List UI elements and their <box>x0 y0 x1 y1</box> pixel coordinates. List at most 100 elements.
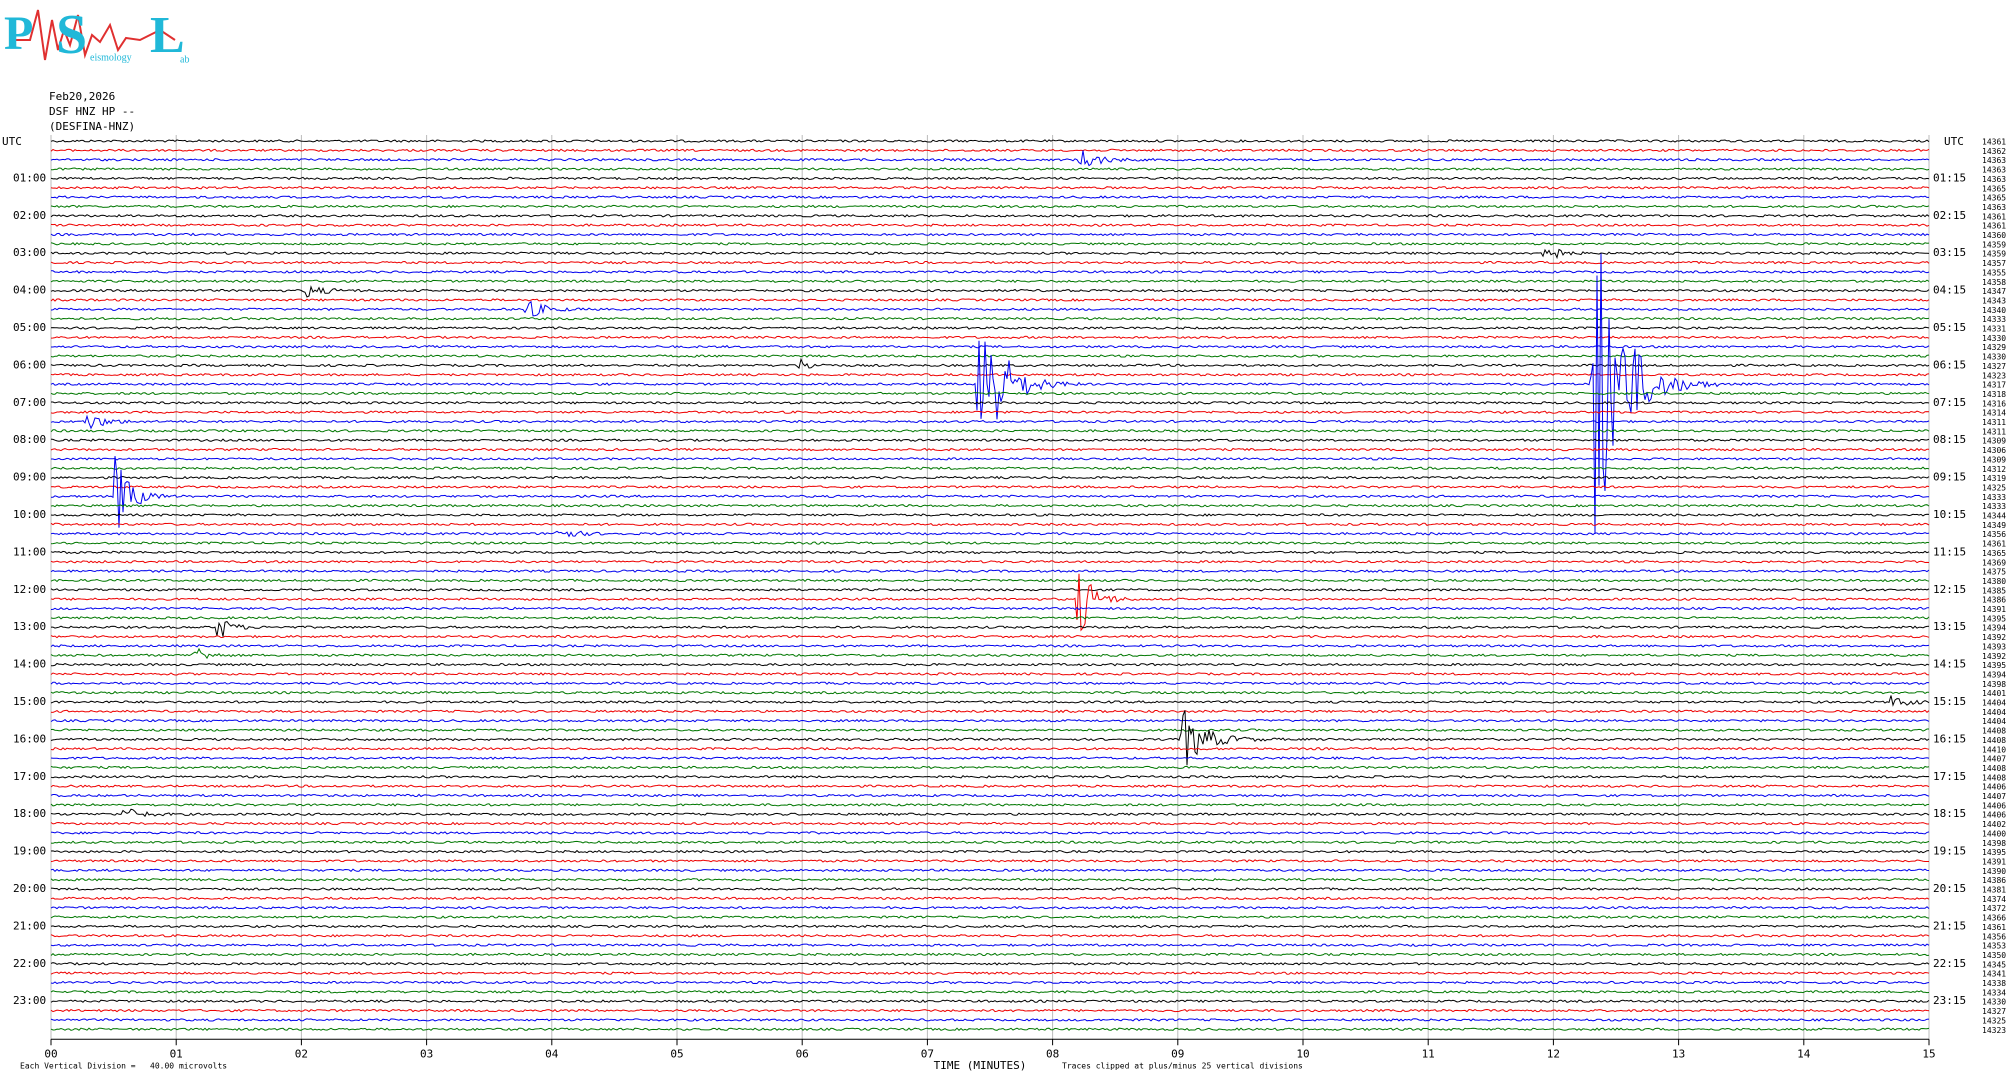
trace-offset: 14323 <box>1982 371 2006 380</box>
left-hour-label: 05:00 <box>13 321 46 334</box>
site: (DESFINA-HNZ) <box>49 120 135 133</box>
trace <box>50 681 1930 686</box>
trace-offset: 14361 <box>1982 212 2006 221</box>
trace <box>50 410 1930 414</box>
trace <box>50 298 1930 302</box>
scale-note: Each Vertical Division = 40.00 microvolt… <box>20 1062 227 1071</box>
trace-offset: 14365 <box>1982 549 2006 558</box>
trace-offset: 14333 <box>1982 502 2006 511</box>
x-tick-label: 10 <box>1296 1047 1309 1060</box>
trace <box>50 213 1930 218</box>
trace-offset: 14341 <box>1982 970 2006 979</box>
left-hour-label: 08:00 <box>13 433 46 446</box>
logo-word: ab <box>180 54 189 65</box>
trace <box>50 485 1930 489</box>
trace-offset: 14356 <box>1982 530 2006 539</box>
x-tick-label: 12 <box>1547 1047 1560 1060</box>
trace-offset: 14333 <box>1982 315 2006 324</box>
trace-offset: 14330 <box>1982 334 2006 343</box>
trace-offset: 14390 <box>1982 867 2006 876</box>
trace-offset: 14309 <box>1982 437 2006 446</box>
trace-offset: 14385 <box>1982 586 2006 595</box>
left-hour-label: 23:00 <box>13 994 46 1007</box>
trace <box>50 695 1930 707</box>
x-tick-label: 04 <box>545 1047 559 1060</box>
trace <box>50 606 1930 611</box>
trace-offset: 14406 <box>1982 783 2006 792</box>
logo-word: eismology <box>90 52 132 63</box>
trace <box>51 621 1930 637</box>
trace <box>50 831 1930 835</box>
trace-offset: 14394 <box>1982 624 2006 633</box>
trace <box>50 644 1930 648</box>
trace-offset: 14340 <box>1982 306 2006 315</box>
trace-offset: 14404 <box>1982 699 2006 708</box>
trace <box>50 896 1930 901</box>
left-hour-label: 18:00 <box>13 807 46 820</box>
logo-wave <box>10 9 176 61</box>
x-tick-label: 03 <box>420 1047 433 1060</box>
right-hour-label: 14:15 <box>1933 658 1966 671</box>
trace-offset: 14319 <box>1982 474 2006 483</box>
trace-offset: 14334 <box>1982 988 2006 997</box>
left-hour-label: 15:00 <box>13 695 46 708</box>
trace <box>50 728 1929 732</box>
right-hour-label: 21:15 <box>1933 919 1966 932</box>
trace <box>51 662 1930 667</box>
trace-offset: 14392 <box>1982 652 2006 661</box>
trace <box>50 793 1930 798</box>
trace-offset: 14381 <box>1982 886 2006 895</box>
trace <box>50 176 1930 181</box>
trace-offset: 14365 <box>1982 184 2006 193</box>
trace-offset: 14395 <box>1982 661 2006 670</box>
left-hour-label: 11:00 <box>13 545 46 558</box>
trace-offset: 14311 <box>1982 418 2006 427</box>
trace <box>50 204 1930 209</box>
trace <box>50 550 1930 555</box>
trace <box>50 821 1929 826</box>
trace-offset: 14401 <box>1982 689 2006 698</box>
trace-offset: 14408 <box>1982 764 2006 773</box>
right-hour-label: 20:15 <box>1933 882 1966 895</box>
trace <box>50 223 1930 227</box>
trace-offset: 14311 <box>1982 427 2006 436</box>
left-hour-label: 21:00 <box>13 919 46 932</box>
trace-offset: 14331 <box>1982 325 2006 334</box>
date: Feb20,2026 <box>49 90 115 103</box>
trace-offset: 14408 <box>1982 773 2006 782</box>
trace <box>50 438 1930 442</box>
trace <box>50 335 1930 340</box>
right-hour-label: 06:15 <box>1933 358 1966 371</box>
trace-offset: 14314 <box>1982 409 2006 418</box>
trace <box>50 1008 1930 1013</box>
trace-offset: 14372 <box>1982 904 2006 913</box>
trace <box>51 270 1930 274</box>
trace-offset: 14344 <box>1982 512 2006 521</box>
trace <box>50 447 1929 452</box>
trace <box>51 401 1930 405</box>
x-tick-label: 09 <box>1171 1047 1184 1060</box>
trace-offset: 14374 <box>1982 895 2006 904</box>
trace <box>50 849 1930 854</box>
trace <box>50 429 1930 433</box>
right-hour-label: 18:15 <box>1933 807 1966 820</box>
trace <box>50 573 1930 632</box>
trace <box>50 456 1930 528</box>
trace-offset: 14375 <box>1982 568 2006 577</box>
right-hour-label: 23:15 <box>1933 994 1966 1007</box>
trace <box>50 952 1930 957</box>
trace-offset: 14361 <box>1982 923 2006 932</box>
right-axis-title: UTC <box>1944 135 1964 148</box>
clip-note: Traces clipped at plus/minus 25 vertical… <box>1062 1062 1303 1071</box>
x-tick-label: 07 <box>921 1047 934 1060</box>
trace-offset: 14318 <box>1982 390 2006 399</box>
trace-offset: 14400 <box>1982 829 2006 838</box>
trace-offset: 14359 <box>1982 250 2006 259</box>
right-hour-label: 07:15 <box>1933 396 1966 409</box>
trace-offset: 14357 <box>1982 259 2006 268</box>
right-hour-label: 16:15 <box>1933 732 1966 745</box>
trace-offset: 14386 <box>1982 596 2006 605</box>
right-hour-label: 17:15 <box>1933 770 1966 783</box>
trace-offset: 14402 <box>1982 820 2006 829</box>
left-hour-label: 09:00 <box>13 471 46 484</box>
